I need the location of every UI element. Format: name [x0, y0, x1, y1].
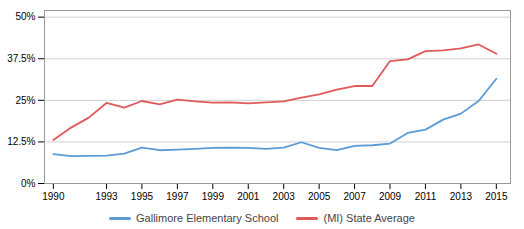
- svg-text:2007: 2007: [343, 191, 366, 202]
- svg-text:2005: 2005: [308, 191, 331, 202]
- svg-text:1993: 1993: [95, 191, 118, 202]
- svg-text:12.5%: 12.5%: [7, 136, 35, 147]
- svg-text:50%: 50%: [15, 11, 35, 22]
- svg-text:2013: 2013: [450, 191, 473, 202]
- html-text:Gallimore Elementary School: Gallimore Elementary School: [136, 212, 279, 224]
- svg-text:2015: 2015: [485, 191, 508, 202]
- svg-text:2011: 2011: [415, 191, 437, 202]
- svg-text:25%: 25%: [15, 95, 35, 106]
- svg-text:0%: 0%: [21, 178, 36, 189]
- svg-text:1995: 1995: [131, 191, 154, 202]
- svg-text:37.5%: 37.5%: [7, 53, 35, 64]
- svg-text:2009: 2009: [379, 191, 402, 202]
- svg-text:2001: 2001: [237, 191, 260, 202]
- svg-text:1997: 1997: [166, 191, 189, 202]
- html-text:(MI) State Average: (MI) State Average: [323, 212, 415, 224]
- svg-text:1990: 1990: [42, 191, 65, 202]
- svg-text:2003: 2003: [273, 191, 296, 202]
- svg-text:1999: 1999: [202, 191, 225, 202]
